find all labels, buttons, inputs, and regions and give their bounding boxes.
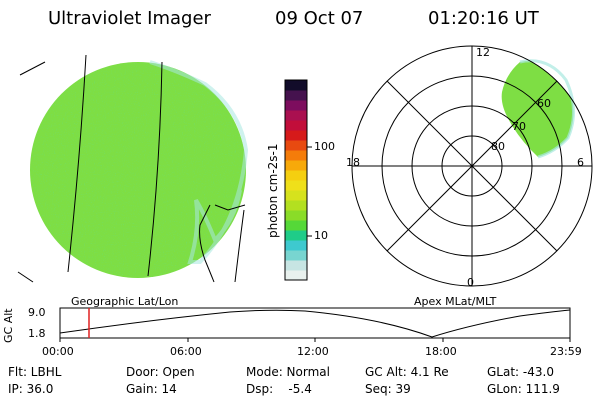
colorbar-segment xyxy=(285,80,307,91)
colorbar-segment xyxy=(285,190,307,201)
colorbar-segment xyxy=(285,220,307,231)
door-status: Door: Open xyxy=(126,365,195,379)
filter-status: Flt: LBHL xyxy=(8,365,62,379)
colorbar-segment xyxy=(285,170,307,181)
auroral-emission-edge xyxy=(519,59,575,159)
coastline xyxy=(199,204,215,283)
date-label: 09 Oct 07 xyxy=(275,8,364,29)
colorbar-segment xyxy=(285,150,307,161)
mlt-label-12: 12 xyxy=(476,46,490,59)
instrument-title: Ultraviolet Imager xyxy=(48,8,211,29)
mode-status: Mode: Normal xyxy=(246,365,330,379)
mlat-label-60: 60 xyxy=(537,97,551,110)
mlt-label-0: 0 xyxy=(467,276,474,289)
altitude-curve xyxy=(59,309,571,338)
colorbar-tick-label-100: 100 xyxy=(314,140,335,153)
timeline-y-tick-min: 1.8 xyxy=(28,327,46,340)
colorbar-segment xyxy=(285,210,307,221)
mlat-label-80: 80 xyxy=(491,140,505,153)
ip-status: IP: 36.0 xyxy=(8,382,54,396)
colorbar-segment xyxy=(285,120,307,131)
colorbar-segment xyxy=(285,90,307,101)
seq-status: Seq: 39 xyxy=(365,382,411,396)
colorbar-segment xyxy=(285,160,307,171)
timeline-x-tick-1200: 12:00 xyxy=(297,345,329,358)
dayglow-edge xyxy=(149,60,249,264)
colorbar-segment xyxy=(285,250,307,261)
mlt-label-6: 6 xyxy=(577,156,584,169)
colorbar-segment xyxy=(285,130,307,141)
colorbar-segment xyxy=(285,260,307,271)
colorbar-segment xyxy=(285,270,307,281)
timeline-x-tick-0600: 06:00 xyxy=(170,345,202,358)
emission-speckle xyxy=(30,62,246,278)
gc-alt-status: GC Alt: 4.1 Re xyxy=(365,365,449,379)
colorbar-segment xyxy=(285,180,307,191)
geo-grid-lines xyxy=(17,54,246,283)
colorbar-segment xyxy=(285,230,307,241)
mlt-label-18: 18 xyxy=(346,156,360,169)
time-label: 01:20:16 UT xyxy=(428,8,539,29)
mlat-label-70: 70 xyxy=(512,120,526,133)
polar-spoke-diag2 xyxy=(386,80,558,252)
timeline-y-tick-max: 9.0 xyxy=(28,306,46,319)
dsp-status: Dsp: -5.4 xyxy=(246,382,312,396)
timeline-x-tick-1800: 18:00 xyxy=(425,345,457,358)
timeline-x-tick-0000: 00:00 xyxy=(42,345,74,358)
colorbar-frame xyxy=(284,79,308,281)
colorbar-segment xyxy=(285,110,307,121)
glat-status: GLat: -43.0 xyxy=(487,365,554,379)
colorbar-tick-label-10: 10 xyxy=(314,229,328,242)
glon-status: GLon: 111.9 xyxy=(487,382,560,396)
colorbar-segment xyxy=(285,200,307,211)
polar-panel-label: Apex MLat/MLT xyxy=(414,295,497,308)
geo-panel-label: Geographic Lat/Lon xyxy=(71,295,179,308)
colorbar-segments xyxy=(285,80,307,281)
colorbar-segment xyxy=(285,240,307,251)
gain-status: Gain: 14 xyxy=(126,382,177,396)
timeline-x-tick-2359: 23:59 xyxy=(550,345,582,358)
colorbar-segment xyxy=(285,100,307,111)
colorbar-segment xyxy=(285,140,307,151)
timeline-axis-label: GC Alt xyxy=(2,308,15,343)
